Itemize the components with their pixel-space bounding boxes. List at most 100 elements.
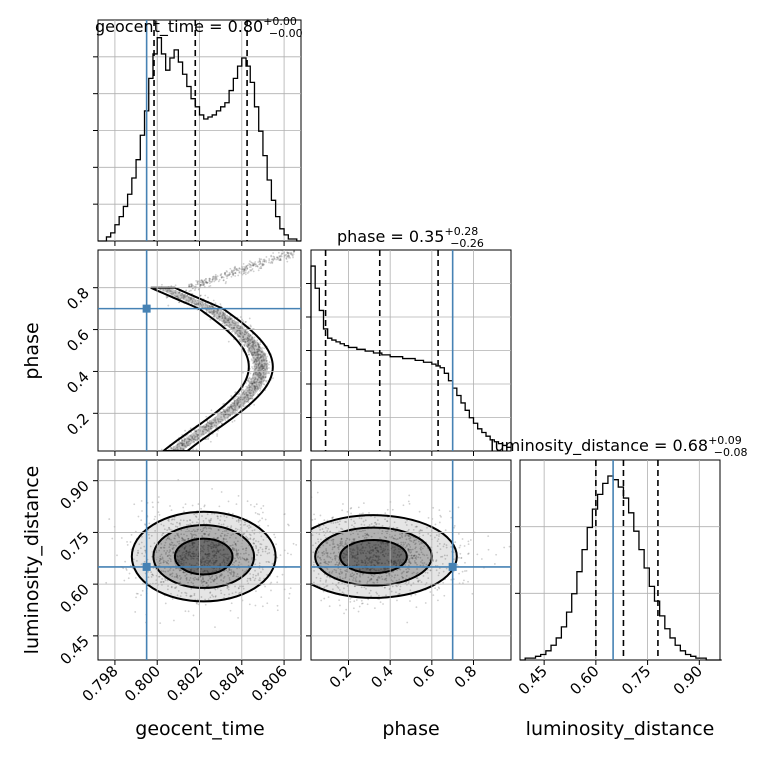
scatter-point — [196, 434, 198, 436]
scatter-point — [253, 350, 256, 353]
scatter-point — [415, 562, 417, 564]
scatter-point — [248, 347, 251, 350]
scatter-point — [372, 575, 375, 578]
scatter-point — [228, 407, 231, 410]
scatter-point — [257, 348, 260, 350]
scatter-point — [160, 570, 163, 572]
scatter-point — [175, 295, 178, 298]
scatter-point — [311, 530, 313, 533]
scatter-point — [253, 379, 256, 381]
scatter-point — [290, 252, 292, 255]
scatter-point — [415, 558, 418, 560]
scatter-point — [218, 418, 221, 421]
scatter-point — [183, 571, 186, 574]
scatter-point — [229, 406, 232, 408]
scatter-point — [204, 539, 206, 542]
scatter-point — [295, 557, 297, 559]
scatter-point — [178, 301, 181, 304]
scatter-point — [230, 405, 232, 408]
scatter-point — [241, 557, 244, 560]
scatter-point — [377, 544, 380, 546]
scatter-point — [253, 352, 256, 355]
scatter-point — [432, 594, 435, 597]
scatter-point — [125, 569, 128, 571]
scatter-point — [293, 250, 296, 253]
scatter-point — [369, 552, 371, 555]
scatter-point — [176, 575, 178, 578]
scatter-point — [150, 571, 153, 574]
scatter-point — [181, 554, 184, 556]
scatter-point — [232, 574, 235, 577]
scatter-point — [203, 569, 206, 572]
scatter-point — [137, 551, 139, 554]
scatter-point — [243, 558, 246, 561]
scatter-point — [170, 293, 172, 295]
scatter-point — [185, 577, 188, 579]
scatter-point — [179, 446, 182, 449]
scatter-point — [418, 553, 421, 556]
scatter-point — [251, 345, 254, 348]
scatter-point — [312, 551, 315, 554]
scatter-point — [255, 371, 258, 374]
scatter-point — [226, 319, 229, 322]
scatter-point — [217, 280, 220, 283]
scatter-point — [273, 257, 276, 260]
scatter-point — [237, 557, 240, 560]
scatter-point — [407, 534, 410, 537]
scatter-point — [244, 267, 247, 269]
scatter-point — [247, 340, 249, 343]
scatter-point — [322, 590, 325, 593]
scatter-point — [339, 520, 341, 523]
scatter-point — [400, 553, 403, 556]
scatter-point — [237, 269, 240, 272]
scatter-point — [345, 542, 347, 545]
scatter-point — [262, 356, 265, 358]
scatter-point — [276, 604, 279, 607]
scatter-point — [366, 580, 369, 583]
scatter-point — [332, 552, 335, 555]
scatter-point — [223, 553, 226, 556]
scatter-point — [263, 577, 265, 580]
scatter-point — [370, 549, 373, 552]
scatter-point — [367, 534, 370, 536]
scatter-point — [186, 444, 189, 447]
scatter-point — [398, 561, 401, 564]
scatter-point — [211, 278, 214, 281]
scatter-point — [256, 387, 259, 389]
scatter-point — [245, 391, 248, 394]
scatter-point — [229, 267, 232, 270]
scatter-point — [234, 405, 237, 408]
scatter-point — [207, 429, 210, 432]
scatter-point — [349, 573, 352, 576]
scatter-point — [279, 259, 282, 261]
scatter-point — [458, 556, 460, 559]
scatter-point — [293, 250, 296, 253]
scatter-point — [259, 387, 262, 389]
scatter-point — [271, 258, 273, 261]
scatter-point — [257, 358, 260, 361]
scatter-point — [225, 280, 227, 283]
scatter-point — [247, 339, 249, 342]
scatter-point — [203, 279, 206, 281]
scatter-point — [196, 283, 199, 286]
scatter-point — [213, 309, 215, 312]
scatter-point — [214, 273, 217, 276]
scatter-point — [211, 305, 214, 308]
scatter-point — [236, 398, 238, 401]
scatter-point — [340, 564, 343, 566]
scatter-point — [212, 310, 215, 313]
scatter-point — [195, 516, 198, 518]
scatter-point — [268, 561, 271, 564]
scatter-point — [203, 564, 206, 566]
scatter-point — [346, 570, 349, 573]
scatter-point — [253, 351, 256, 354]
scatter-point — [280, 253, 283, 256]
scatter-point — [177, 535, 180, 537]
scatter-point — [215, 554, 218, 557]
scatter-point — [467, 580, 469, 583]
scatter-point — [384, 568, 387, 571]
scatter-point — [170, 586, 173, 589]
scatter-point — [318, 525, 321, 528]
scatter-point — [396, 569, 399, 572]
scatter-point — [417, 580, 420, 583]
